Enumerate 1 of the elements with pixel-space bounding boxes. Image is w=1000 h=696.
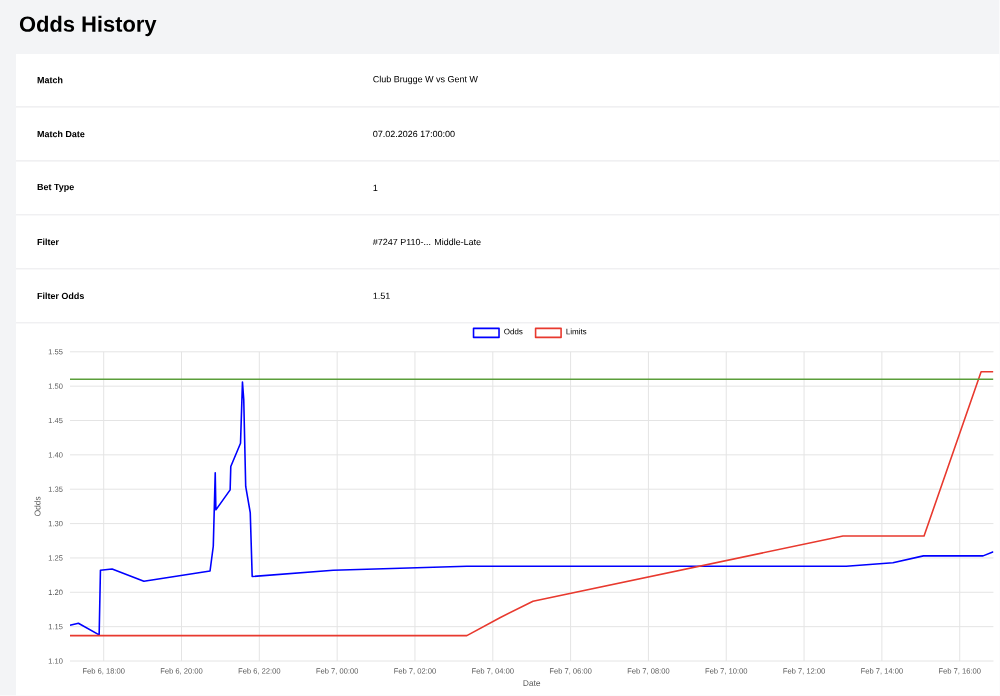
chart-title: Odds History — [19, 15, 157, 37]
